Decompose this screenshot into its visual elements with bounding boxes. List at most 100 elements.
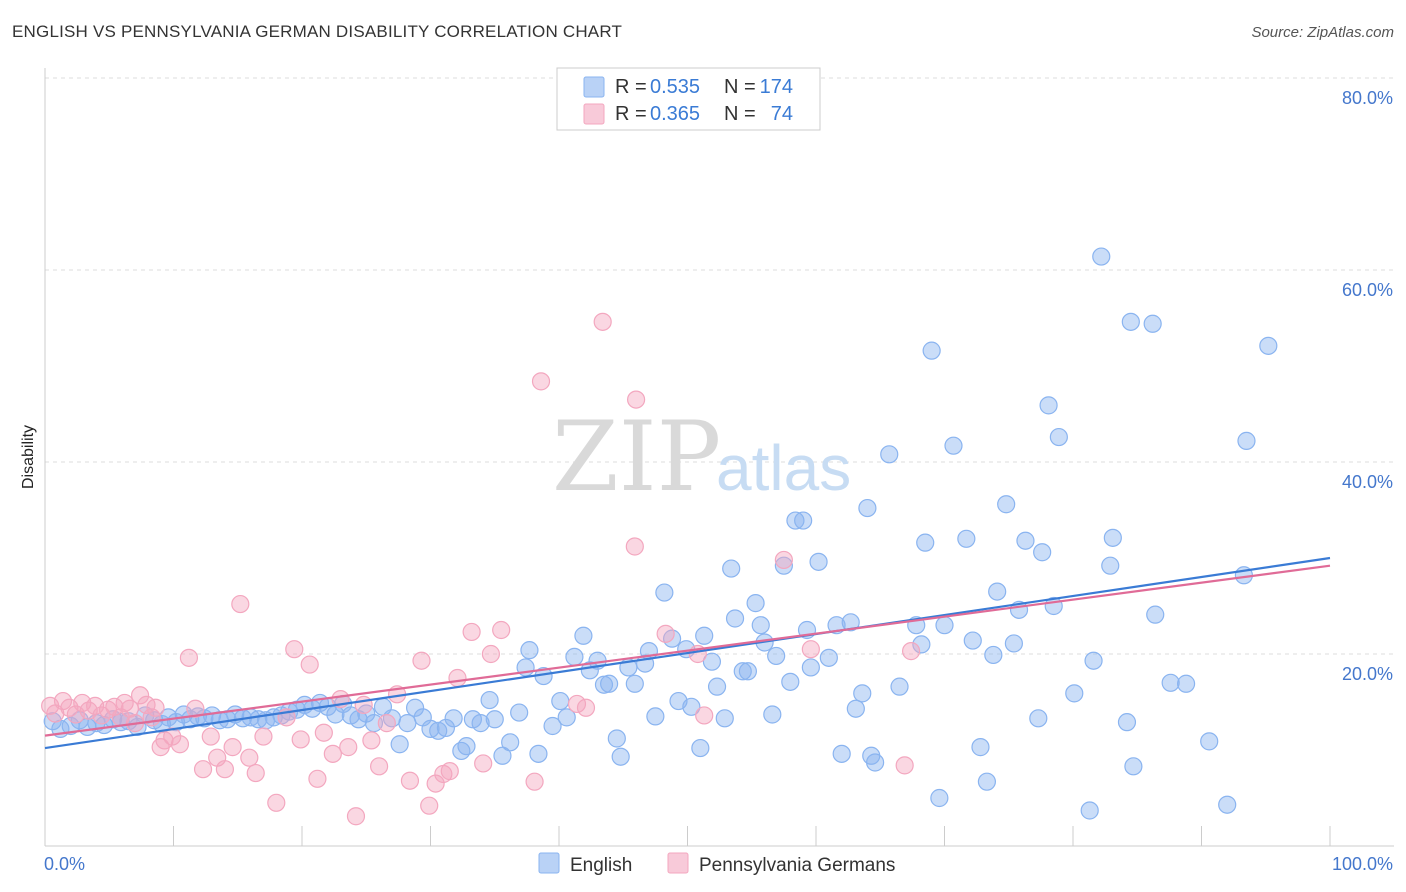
pennsylvania-germans-point[interactable] bbox=[163, 727, 182, 746]
english-point[interactable] bbox=[997, 495, 1016, 514]
english-point[interactable] bbox=[794, 511, 813, 530]
english-point[interactable] bbox=[565, 647, 584, 666]
english-point[interactable] bbox=[858, 498, 877, 518]
pennsylvania-germans-point[interactable] bbox=[130, 686, 150, 705]
pennsylvania-germans-point[interactable] bbox=[420, 796, 439, 815]
english-point[interactable] bbox=[390, 735, 409, 754]
pennsylvania-germans-point[interactable] bbox=[231, 594, 250, 614]
english-point[interactable] bbox=[1218, 795, 1237, 814]
pennsylvania-germans-point[interactable] bbox=[105, 697, 124, 716]
english-point[interactable] bbox=[1101, 556, 1120, 575]
english-point[interactable] bbox=[436, 718, 456, 738]
pennsylvania-germans-point[interactable] bbox=[339, 738, 358, 757]
english-point[interactable] bbox=[398, 714, 417, 733]
pennsylvania-germans-point[interactable] bbox=[400, 771, 420, 790]
pennsylvania-germans-point[interactable] bbox=[170, 735, 190, 754]
english-point[interactable] bbox=[1065, 684, 1084, 703]
english-point[interactable] bbox=[485, 710, 504, 729]
english-point[interactable] bbox=[733, 662, 752, 681]
pennsylvania-germans-point[interactable] bbox=[308, 769, 327, 788]
pennsylvania-germans-point[interactable] bbox=[895, 756, 914, 775]
english-point[interactable] bbox=[930, 788, 949, 808]
pennsylvania-germans-point[interactable] bbox=[53, 691, 73, 711]
english-point[interactable] bbox=[1084, 651, 1103, 670]
pennsylvania-germans-point[interactable] bbox=[531, 372, 551, 391]
english-point[interactable] bbox=[984, 645, 1003, 665]
pennsylvania-germans-point[interactable] bbox=[626, 390, 646, 409]
english-point[interactable] bbox=[935, 616, 954, 635]
english-point[interactable] bbox=[611, 747, 630, 766]
english-point[interactable] bbox=[471, 714, 490, 733]
english-point[interactable] bbox=[853, 684, 872, 703]
english-point[interactable] bbox=[1039, 396, 1058, 415]
english-point[interactable] bbox=[1200, 732, 1219, 751]
english-point[interactable] bbox=[1029, 709, 1048, 728]
english-point[interactable] bbox=[774, 556, 793, 575]
pennsylvania-germans-point[interactable] bbox=[240, 748, 259, 767]
pennsylvania-germans-point[interactable] bbox=[901, 642, 921, 661]
pennsylvania-germans-point[interactable] bbox=[448, 668, 467, 688]
english-point[interactable] bbox=[880, 445, 899, 464]
english-point[interactable] bbox=[600, 674, 619, 693]
english-point[interactable] bbox=[832, 744, 851, 763]
english-point[interactable] bbox=[557, 708, 576, 727]
english-point[interactable] bbox=[1033, 543, 1052, 562]
english-point[interactable] bbox=[510, 703, 529, 722]
english-point[interactable] bbox=[767, 646, 786, 666]
english-point[interactable] bbox=[1143, 314, 1162, 333]
pennsylvania-germans-point[interactable] bbox=[377, 714, 396, 733]
pennsylvania-germans-point[interactable] bbox=[412, 651, 431, 670]
english-point[interactable] bbox=[781, 672, 800, 691]
english-point[interactable] bbox=[866, 753, 885, 772]
pennsylvania-germans-point[interactable] bbox=[695, 706, 714, 725]
pennsylvania-germans-point[interactable] bbox=[474, 754, 493, 773]
english-point[interactable] bbox=[551, 691, 570, 711]
english-point[interactable] bbox=[1161, 673, 1180, 692]
pennsylvania-germans-point[interactable] bbox=[254, 727, 273, 746]
pennsylvania-germans-point[interactable] bbox=[346, 807, 366, 826]
source-credit[interactable]: Source: ZipAtlas.com bbox=[1251, 24, 1394, 41]
pennsylvania-germans-point[interactable] bbox=[285, 640, 304, 659]
english-point[interactable] bbox=[746, 594, 765, 613]
pennsylvania-germans-point[interactable] bbox=[462, 622, 481, 642]
pennsylvania-germans-point[interactable] bbox=[593, 312, 612, 331]
pennsylvania-germans-point[interactable] bbox=[801, 640, 820, 659]
english-point[interactable] bbox=[722, 559, 741, 578]
english-point[interactable] bbox=[751, 616, 770, 635]
pennsylvania-germans-point[interactable] bbox=[625, 537, 644, 556]
pennsylvania-germans-point[interactable] bbox=[492, 620, 511, 640]
english-point[interactable] bbox=[493, 746, 512, 765]
pennsylvania-germans-point[interactable] bbox=[267, 793, 286, 812]
pennsylvania-germans-point[interactable] bbox=[215, 760, 234, 779]
english-point[interactable] bbox=[916, 533, 935, 552]
english-point[interactable] bbox=[625, 674, 644, 693]
english-point[interactable] bbox=[1176, 674, 1196, 693]
bottom-legend-label-pennsylvania-germans[interactable]: Pennsylvania Germans bbox=[699, 855, 895, 876]
english-point[interactable] bbox=[1016, 531, 1035, 550]
pennsylvania-germans-point[interactable] bbox=[354, 695, 373, 714]
pennsylvania-germans-point[interactable] bbox=[146, 698, 165, 717]
pennsylvania-germans-point[interactable] bbox=[481, 644, 500, 664]
pennsylvania-germans-point[interactable] bbox=[576, 698, 596, 717]
english-point[interactable] bbox=[529, 744, 548, 763]
english-point[interactable] bbox=[922, 341, 941, 360]
english-point[interactable] bbox=[480, 690, 499, 710]
english-point[interactable] bbox=[1237, 431, 1256, 450]
english-point[interactable] bbox=[607, 729, 626, 748]
pennsylvania-germans-point[interactable] bbox=[179, 648, 199, 667]
english-point[interactable] bbox=[1049, 427, 1068, 447]
english-point[interactable] bbox=[1117, 713, 1137, 732]
bottom-legend-swatch-english[interactable] bbox=[538, 852, 560, 874]
english-point[interactable] bbox=[1080, 801, 1099, 820]
english-point[interactable] bbox=[594, 675, 614, 694]
pennsylvania-germans-point[interactable] bbox=[246, 763, 265, 783]
pennsylvania-germans-point[interactable] bbox=[440, 762, 459, 781]
pennsylvania-germans-point[interactable] bbox=[300, 655, 319, 674]
english-point[interactable] bbox=[702, 652, 722, 671]
english-point[interactable] bbox=[444, 709, 463, 728]
english-point[interactable] bbox=[405, 698, 425, 717]
english-point[interactable] bbox=[890, 677, 909, 696]
english-point[interactable] bbox=[1259, 336, 1278, 355]
english-point[interactable] bbox=[944, 436, 963, 455]
pennsylvania-germans-point[interactable] bbox=[201, 727, 220, 746]
